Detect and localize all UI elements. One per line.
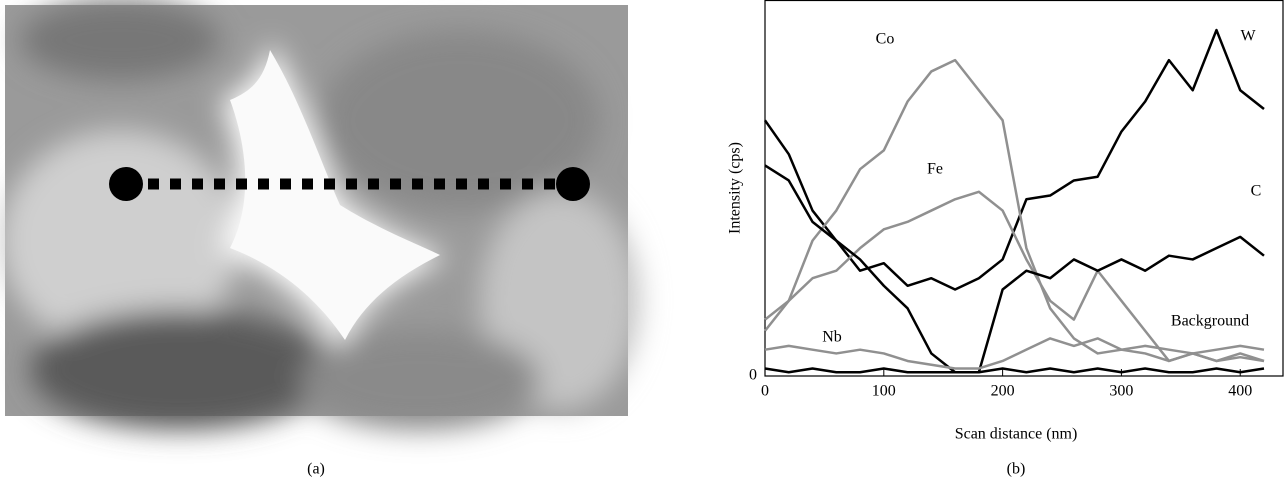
- series-line: [764, 164, 1265, 374]
- plot-frame: [764, 0, 1284, 377]
- series-label: Co: [876, 31, 895, 48]
- series-line: [763, 28, 1265, 291]
- x-tick-label: 200: [991, 383, 1015, 400]
- micrograph: [0, 0, 640, 430]
- x-tick-label: 300: [1109, 383, 1133, 400]
- x-tick-label: 400: [1228, 383, 1252, 400]
- panel-label: (a): [307, 461, 325, 478]
- series-line: [764, 190, 1265, 363]
- series-line: [764, 367, 1265, 374]
- series-line: [764, 337, 1265, 370]
- x-axis-label: Scan distance (nm): [955, 426, 1078, 443]
- scan-end: [556, 167, 590, 201]
- y-axis-label: Intensity (cps): [727, 142, 744, 234]
- x-tick-label: 100: [872, 383, 896, 400]
- scan-start: [109, 167, 143, 201]
- series-label: Fe: [927, 161, 943, 178]
- x-tick-label: 0: [761, 383, 769, 400]
- y-tick-label: 0: [749, 367, 757, 384]
- series-label: C: [1251, 183, 1262, 200]
- panel-label: (b): [1007, 461, 1026, 478]
- series-label: Nb: [822, 329, 842, 346]
- series-label: Background: [1171, 313, 1249, 330]
- series-label: W: [1240, 28, 1256, 45]
- bright-phase: [230, 50, 440, 340]
